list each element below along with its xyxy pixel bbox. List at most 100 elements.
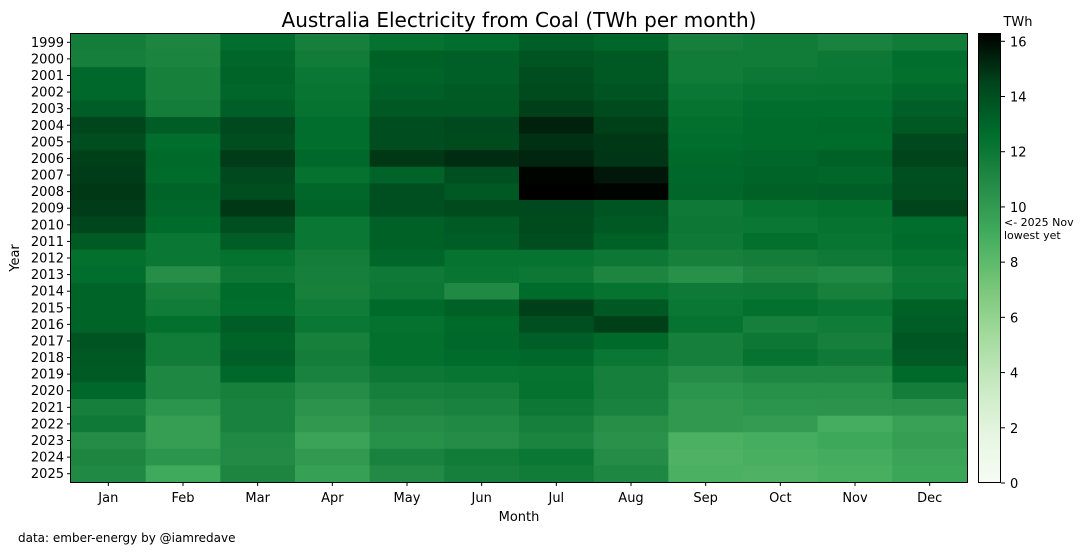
heatmap-cell [668, 399, 744, 417]
colorbar-ticks: 0 2 4 6 8 10 12 14 16 [1001, 35, 1027, 492]
heatmap-cell [145, 216, 221, 234]
heatmap-cell [593, 365, 669, 383]
colorbar-tick-label: 0 [1010, 477, 1018, 492]
y-tick-label: 2007 [31, 169, 64, 184]
y-tick-label: 2002 [31, 86, 64, 101]
heatmap-cell [71, 166, 147, 184]
heatmap-cell [71, 216, 147, 234]
chart-title: Australia Electricity from Coal (TWh per… [282, 8, 757, 32]
heatmap-cell [145, 100, 221, 118]
heatmap-cell [668, 116, 744, 135]
heatmap-cell [743, 266, 819, 284]
heatmap-cell [668, 199, 744, 218]
heatmap-cell [817, 67, 893, 85]
heatmap-cell [743, 465, 819, 483]
heatmap-cell [295, 399, 371, 417]
heatmap-cell [71, 50, 147, 68]
heatmap-cell [743, 166, 819, 184]
heatmap-cell [444, 233, 520, 251]
heatmap-cell [145, 133, 221, 151]
y-tick-label: 2020 [31, 384, 64, 399]
heatmap-cell [444, 133, 520, 151]
heatmap-cell [444, 266, 520, 284]
heatmap-cell [743, 249, 819, 267]
heatmap-cell [295, 83, 371, 101]
heatmap-cell [817, 465, 893, 483]
heatmap-cell [668, 448, 744, 466]
heatmap-cell [220, 133, 296, 151]
heatmap-cell [220, 249, 296, 267]
y-tick-label: 2019 [31, 368, 64, 383]
heatmap-cell [369, 183, 445, 201]
heatmap-cell [817, 399, 893, 417]
heatmap-cell [220, 448, 296, 466]
heatmap-cell [220, 150, 296, 168]
heatmap-cell [743, 415, 819, 433]
x-tick-label: Jan [97, 491, 118, 506]
colorbar-annotation: <- 2025 Nov lowest yet [1004, 216, 1074, 242]
heatmap-cell [71, 432, 147, 450]
colorbar-tick-label: 8 [1010, 256, 1018, 271]
heatmap-cell [668, 349, 744, 367]
colorbar-tick-label: 10 [1010, 201, 1027, 216]
heatmap-cell [220, 266, 296, 284]
heatmap-cell [295, 133, 371, 151]
heatmap-cell [593, 50, 669, 68]
heatmap-cell [145, 299, 221, 317]
heatmap-cell [593, 166, 669, 184]
y-tick-label: 2004 [31, 119, 64, 134]
heatmap-cell [519, 100, 595, 118]
x-tick-label: Sep [693, 491, 718, 506]
colorbar [978, 33, 1001, 483]
heatmap-cell [145, 266, 221, 284]
heatmap-cell [71, 465, 147, 483]
heatmap-cell [220, 299, 296, 317]
heatmap-cell [71, 448, 147, 466]
heatmap-cell [444, 316, 520, 334]
heatmap-cell [295, 316, 371, 334]
heatmap-cell [593, 432, 669, 450]
heatmap-cell [444, 382, 520, 400]
heatmap-cell [145, 399, 221, 417]
heatmap-cell [71, 83, 147, 101]
y-tick-label: 2015 [31, 301, 64, 316]
heatmap-cell [743, 199, 819, 218]
heatmap-cell [817, 266, 893, 284]
heatmap-cell [668, 216, 744, 234]
heatmap-cell [220, 34, 296, 52]
heatmap-cell [892, 183, 968, 201]
heatmap-cell [892, 100, 968, 118]
heatmap-cell [892, 399, 968, 417]
heatmap-cell [295, 382, 371, 400]
heatmap-cell [71, 150, 147, 168]
heatmap-cell [593, 448, 669, 466]
heatmap-cell [892, 83, 968, 101]
heatmap-cell [71, 332, 147, 350]
heatmap-cell [444, 67, 520, 85]
heatmap-cell [369, 249, 445, 267]
y-tick-label: 2017 [31, 334, 64, 349]
heatmap-cell [145, 67, 221, 85]
heatmap-cell [743, 133, 819, 151]
heatmap-cell [892, 349, 968, 367]
heatmap-cell [145, 166, 221, 184]
heatmap-cell [71, 266, 147, 284]
heatmap-cell [369, 415, 445, 433]
heatmap-cell [593, 216, 669, 234]
source-credit: data: ember-energy by @iamredave [18, 531, 236, 545]
heatmap-cell [892, 34, 968, 52]
heatmap-cell [668, 183, 744, 201]
heatmap-cell [668, 316, 744, 334]
heatmap-cell [444, 166, 520, 184]
heatmap-cell [369, 233, 445, 251]
heatmap-cell [743, 399, 819, 417]
heatmap-cell [892, 67, 968, 85]
heatmap-cell [817, 282, 893, 300]
heatmap-cell [817, 116, 893, 135]
heatmap-cell [593, 266, 669, 284]
y-tick-label: 2003 [31, 102, 64, 117]
heatmap-cell [220, 332, 296, 350]
heatmap-cell [71, 282, 147, 300]
heatmap-cell [295, 365, 371, 383]
